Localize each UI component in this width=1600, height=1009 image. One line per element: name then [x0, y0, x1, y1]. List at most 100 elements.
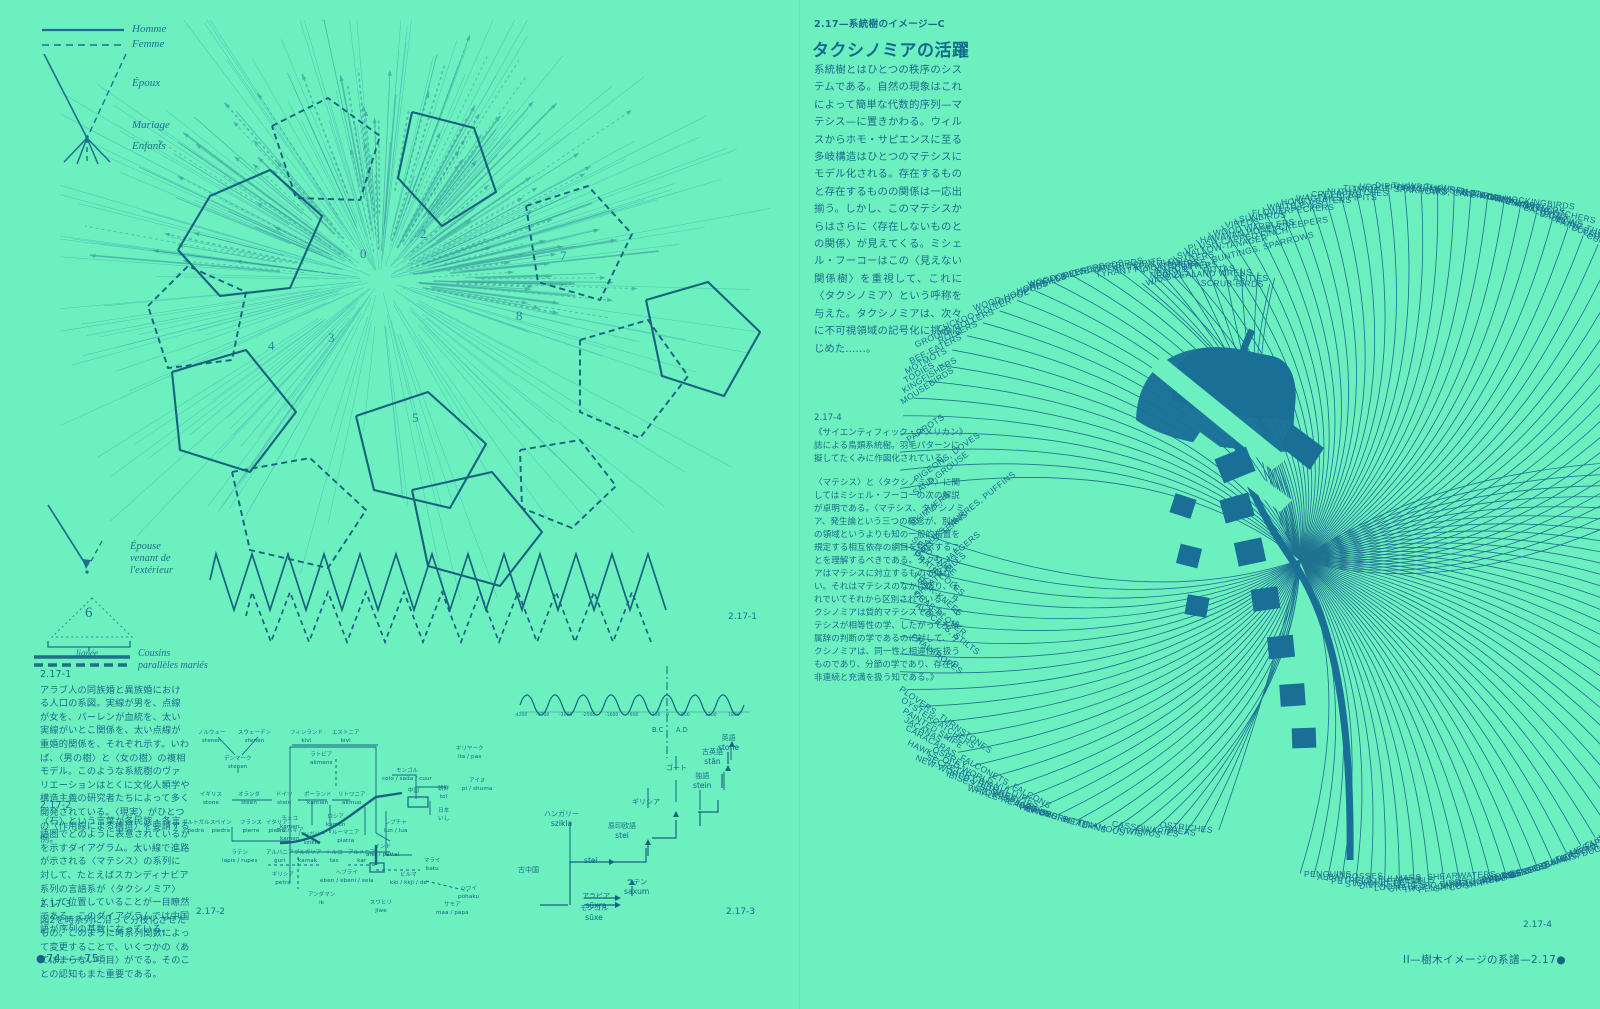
time-node-9-jp: ラテン	[626, 878, 648, 886]
caption-217-1: 2.17-1 アラブ人の同族婚と異族婚における人口の系図。実線が男を、点線が女を…	[40, 668, 190, 847]
kinship-network-figure: 2 0 3 5 4 8 7	[0, 0, 790, 660]
svg-text:8: 8	[516, 308, 523, 323]
lang-node-29: 中国	[408, 787, 419, 795]
lignee-number: 6	[85, 605, 93, 621]
lang-node-10-rm: akmuo	[341, 800, 362, 807]
lang-node-11-rm: kamen	[326, 822, 346, 829]
lang-node-8-jp: ドイツ	[276, 792, 293, 798]
tick-10: 1800	[728, 713, 740, 718]
lang-node-27-rm: afel / pattal	[366, 852, 400, 859]
lang-node-18-jp: フランス	[240, 820, 262, 826]
lang-node-24: アルメニア kar	[348, 849, 375, 865]
svg-text:2: 2	[420, 226, 427, 241]
time-node-8-jp: アラビア	[582, 892, 610, 900]
bird-label: PENGUINS	[1304, 868, 1352, 879]
article-title: タクシノミアの活躍	[812, 41, 970, 61]
lang-node-36-jp: ビルマ	[400, 872, 417, 878]
lang-node-6-jp: イギリス	[200, 792, 222, 798]
lang-node-30-rm: lun / lua	[384, 828, 408, 835]
lang-node-8-rm: stein	[277, 800, 292, 807]
time-node-7: 古中国	[518, 866, 539, 875]
lang-node-33-rm: pi / shuma	[462, 786, 493, 793]
lang-node-12-jp: チェコ	[281, 816, 298, 822]
svg-text:4: 4	[268, 338, 275, 353]
kinship-legend-diagram	[42, 28, 127, 165]
lang-node-24-rm: kar	[357, 858, 367, 865]
time-node-stei-rm: stei	[584, 856, 598, 865]
tick-0: -4200	[514, 713, 528, 718]
time-node-5-rm: stei	[615, 831, 629, 840]
kinship-legend: Homme Femme Époux Mariage Enfants	[34, 12, 244, 182]
bird-phylogeny-svg	[900, 184, 1600, 890]
caption-217-4-text-1: 《サイエンティフィック・アメリカン》誌による鳥類系統樹。羽毛パターンに擬してたく…	[814, 428, 964, 464]
lang-node-35: マライ batu	[424, 857, 440, 873]
lang-node-6: イギリス stone	[200, 791, 222, 807]
time-node-1-jp: 古英語	[702, 748, 723, 756]
lang-node-34: ギリヤーク ita / pax	[456, 745, 483, 761]
caption-217-3-text: 図2を時系列に沿って分枝化させたもの。このように時系列関数によって変更することで…	[40, 914, 191, 980]
lang-node-4-rm: stenen	[227, 764, 248, 771]
tick-9: 1200	[705, 713, 717, 718]
cousins-legend-lines	[34, 655, 130, 667]
lang-node-40-rm: ik	[319, 900, 325, 907]
lang-node-33: アイヌ pi / shuma	[462, 777, 492, 793]
lang-node-4-jp: デンマーク	[224, 756, 252, 762]
legend-label-homme: Homme	[132, 23, 167, 35]
lang-node-0: ノルウェー stenen	[198, 729, 225, 745]
time-node-0: 英語 stone	[718, 734, 739, 752]
figure-number-217-1: 2.17-1	[728, 612, 758, 622]
legend-label-paralleles: parallèles mariés	[138, 660, 208, 671]
lang-node-20-jp: ラテン	[231, 850, 248, 856]
time-node-0-rm: stone	[718, 743, 740, 752]
lang-node-29-jp: 中国	[408, 788, 419, 794]
lang-node-8: ドイツ stein	[276, 791, 292, 807]
lang-node-6-rm: stone	[202, 800, 219, 807]
era-ad-label: A.D	[676, 726, 688, 734]
lang-node-14: ハンガリー szikla	[298, 831, 325, 847]
lang-node-2-jp: フィンランド	[290, 730, 323, 736]
lang-node-15-rm: piatra	[337, 838, 355, 845]
lang-node-33-jp: アイヌ	[469, 778, 486, 784]
legend-label-femme: Femme	[132, 38, 165, 50]
lang-node-38-rm: maa / papa	[436, 910, 469, 917]
legend-label-mariage: Mariage	[132, 119, 170, 131]
lang-node-5-rm: akmens	[310, 760, 333, 767]
time-node-10-jp: モンゴル	[580, 904, 608, 912]
lang-node-39-rm: jiwe	[375, 908, 387, 915]
time-node-4-jp: ギリシア	[632, 798, 660, 806]
lang-node-17-jp: スペイン	[210, 820, 232, 826]
lang-node-34-jp: ギリヤーク	[456, 746, 484, 752]
lang-node-13-rm: kamen	[279, 836, 300, 843]
lang-node-23-rm: tas	[329, 858, 339, 865]
lang-node-2-rm: kivi	[301, 738, 312, 745]
lang-node-3-jp: エストニア	[332, 730, 360, 736]
lang-node-22: ブルガリア kamak	[294, 849, 321, 865]
lang-node-16: ポルトガル pedra	[182, 819, 209, 835]
figure-number-217-4: 2.17-4	[1523, 920, 1553, 930]
article-body: 系統樹とはひとつの秩序のシステムである。自然の現象はこれによって簡単な代数的序列…	[814, 64, 962, 355]
lang-node-13-jp: スロバキア	[276, 828, 304, 834]
lang-node-20: ラテン lapis / rupes	[222, 849, 258, 865]
lang-node-11-jp: ロシア	[327, 814, 344, 820]
lang-node-37-jp: ハワイ	[460, 886, 477, 892]
lang-node-18: フランス pierre	[240, 819, 262, 835]
lang-node-10-jp: リトワニア	[338, 792, 366, 798]
lang-node-21: アルバニア guri	[266, 849, 293, 865]
lang-node-21-jp: アルバニア	[266, 850, 294, 856]
page-gutter	[799, 0, 800, 1009]
lang-node-2: フィンランド kivi	[290, 729, 323, 745]
lang-node-34-rm: ita / pax	[457, 754, 482, 761]
lang-node-35-rm: batu	[425, 866, 439, 873]
time-node-3: ゴート	[666, 764, 687, 773]
lang-node-27-jp: インド	[374, 844, 391, 850]
caption-217-1-number: 2.17-1	[40, 669, 72, 680]
era-bc-label: B.C	[652, 726, 664, 734]
legend-label-lignee: lignée	[76, 648, 98, 658]
lang-node-31: 朝鮮 tol	[438, 785, 449, 801]
lang-node-32: 日本 いし	[438, 807, 449, 823]
lang-node-32-rm: いし	[438, 816, 450, 823]
lang-node-9-rm: kamien	[307, 800, 329, 807]
svg-text:3: 3	[328, 330, 335, 345]
lang-node-14-jp: ハンガリー	[298, 832, 326, 838]
